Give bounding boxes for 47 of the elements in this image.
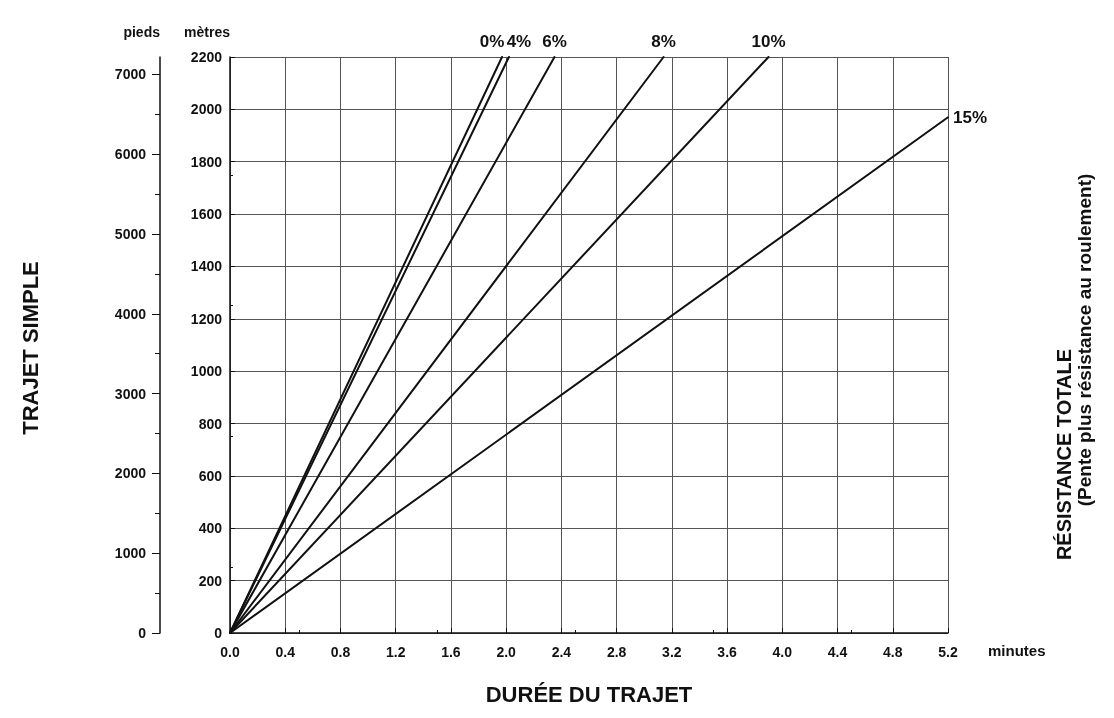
y2-axis-title: pieds: [123, 24, 161, 40]
y-tick-label: 400: [198, 520, 223, 537]
x-tick-label: 5.2: [938, 644, 958, 660]
y-tick-label: 1000: [190, 363, 223, 380]
series-label: 0%: [479, 32, 505, 51]
series-label: 4%: [506, 32, 532, 51]
x-tick-label: 2.8: [606, 644, 627, 660]
y2-tick-label: 5000: [114, 226, 147, 242]
text: minutes: [988, 642, 1046, 659]
y-tick-label: 1400: [190, 258, 223, 275]
x-axis-title: DURÉE DU TRAJET: [485, 681, 693, 707]
text: TRAJET SIMPLE: [17, 261, 43, 435]
y-tick-label: 0: [214, 625, 223, 641]
x-tick-label: 3.6: [717, 644, 738, 660]
y-tick-label: 1200: [190, 310, 223, 327]
series-label: 8%: [651, 32, 676, 51]
y-tick-label: 200: [198, 572, 223, 589]
y-tick-label: 2000: [190, 101, 223, 118]
y-tick-label: 600: [198, 467, 223, 484]
y2-tick-label: 2000: [114, 465, 147, 482]
x-tick-label: 0.4: [275, 644, 296, 660]
x-tick-label: 1.6: [441, 644, 461, 660]
y2-tick-label: 4000: [114, 305, 147, 322]
y2-tick-label: 1000: [114, 545, 147, 562]
series-label: 6%: [542, 32, 567, 51]
series-label: 15%: [953, 107, 988, 127]
x-tick-label: 1.2: [385, 644, 406, 660]
x-tick-label: 4.8: [883, 644, 903, 660]
x-tick-label: 2.4: [551, 644, 572, 660]
y-tick-label: 800: [198, 415, 223, 432]
x-tick-label: 2.0: [496, 644, 517, 660]
y2-tick-label: 0: [138, 625, 147, 641]
y2-tick-label: 7000: [114, 66, 147, 83]
series-label: 10%: [751, 32, 786, 51]
y-tick-label: 1600: [190, 206, 223, 223]
x-tick-label: 3.2: [662, 644, 682, 660]
y2-tick-label: 6000: [114, 146, 147, 163]
text: (Pente plus résistance au roulement): [1073, 173, 1095, 507]
y-tick-label: 2200: [190, 49, 223, 65]
x-tick-label: 0.0: [220, 644, 240, 660]
y-axis-title: mètres: [184, 24, 231, 40]
x-tick-label: 4.4: [827, 644, 848, 660]
y-tick-label: 1800: [190, 153, 223, 170]
x-tick-label: 4.0: [772, 644, 793, 660]
y2-tick-label: 3000: [114, 385, 147, 402]
legend-title: RÉSISTANCE TOTALE: [1053, 349, 1075, 561]
x-tick-label: 0.8: [330, 644, 351, 660]
